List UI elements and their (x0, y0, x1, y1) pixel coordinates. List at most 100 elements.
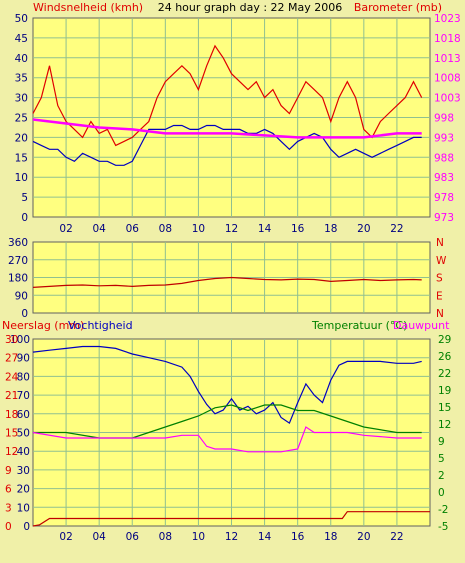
temperature-tick-label: 29 (438, 334, 451, 346)
x-tick-label: 22 (390, 223, 403, 235)
barometer-tick-label: 983 (434, 172, 454, 184)
x-tick-label: 10 (192, 531, 205, 543)
x-tick-label: 14 (258, 223, 272, 235)
wind-tick-label: 15 (15, 152, 28, 164)
wind-tick-label: 25 (15, 113, 28, 125)
wind-tick-label: 50 (15, 13, 28, 25)
dewpoint-axis-label: Dauwpunt (393, 319, 450, 332)
rain-axis-label: Neerslag (mm) (2, 319, 84, 332)
barometer-tick-label: 1003 (434, 93, 461, 105)
humidity-tick-label: 60 (17, 409, 30, 421)
compass-label: E (436, 290, 443, 302)
x-tick-label: 18 (324, 223, 337, 235)
direction-tick-label: 270 (8, 255, 28, 267)
barometer-axis-label: Barometer (mb) (354, 1, 442, 14)
x-tick-label: 16 (291, 223, 305, 235)
barometer-tick-label: 1023 (434, 13, 461, 25)
x-tick-label: 20 (357, 223, 370, 235)
humidity-tick-label: 40 (17, 446, 30, 458)
humidity-tick-label: 0 (23, 521, 30, 533)
wind-tick-label: 5 (21, 192, 28, 204)
temperature-tick-label: 22 (438, 368, 451, 380)
direction-tick-label: 360 (8, 237, 28, 249)
temperature-line (33, 404, 422, 439)
temperature-tick-label: 2 (438, 470, 445, 482)
wind-tick-label: 20 (15, 132, 28, 144)
wind-tick-label: 10 (15, 172, 28, 184)
x-tick-label: 02 (59, 223, 72, 235)
humidity-tick-label: 90 (17, 353, 30, 365)
humidity-tick-label: 10 (17, 502, 30, 514)
temperature-tick-label: -5 (438, 521, 448, 533)
x-tick-label: 08 (159, 223, 172, 235)
humidity-tick-label: 30 (17, 465, 30, 477)
wind-speed-line (32, 44, 423, 147)
direction-tick-label: 0 (21, 308, 28, 320)
compass-label: S (436, 273, 443, 285)
temperature-tick-label: 12 (438, 419, 451, 431)
x-tick-label: 16 (291, 531, 305, 543)
humidity-line (32, 345, 422, 425)
temperature-tick-label: -2 (438, 504, 448, 516)
rain-tick-label: 18 (5, 409, 18, 421)
temperature-tick-label: 0 (438, 487, 445, 499)
temperature-tick-label: 19 (438, 385, 451, 397)
barometer-tick-label: 993 (434, 132, 454, 144)
chart-marks: 0510152025303540455097397898398899399810… (5, 13, 461, 543)
direction-tick-label: 180 (8, 273, 28, 285)
barometer-tick-label: 978 (434, 192, 454, 204)
barometer-tick-label: 973 (434, 212, 454, 224)
compass-label: W (436, 255, 447, 267)
rain-tick-label: 9 (5, 465, 12, 477)
temperature-tick-label: 9 (438, 436, 445, 448)
x-tick-label: 04 (92, 223, 106, 235)
humidity-tick-label: 70 (17, 390, 30, 402)
rain-tick-label: 6 (5, 484, 12, 496)
temperature-tick-label: 15 (438, 402, 451, 414)
rain-tick-label: 15 (5, 428, 18, 440)
rain-tick-label: 0 (5, 521, 12, 533)
wind-tick-label: 0 (21, 212, 28, 224)
wind-average-line (32, 124, 422, 166)
barometer-tick-label: 1008 (434, 73, 461, 85)
wind-tick-label: 30 (15, 93, 28, 105)
x-tick-label: 22 (390, 531, 403, 543)
rain-tick-label: 30 (5, 334, 18, 346)
x-tick-label: 10 (192, 223, 205, 235)
wind-tick-label: 35 (15, 73, 28, 85)
rain-tick-label: 21 (5, 390, 18, 402)
x-tick-label: 04 (92, 531, 106, 543)
humidity-tick-label: 80 (17, 371, 30, 383)
x-tick-label: 12 (225, 223, 238, 235)
x-tick-label: 06 (126, 531, 140, 543)
temperature-tick-label: 5 (438, 453, 445, 465)
chart-title: 24 hour graph day : 22 May 2006 (158, 1, 343, 14)
rain-tick-label: 27 (5, 353, 18, 365)
x-tick-label: 14 (258, 531, 272, 543)
direction-tick-label: 90 (15, 290, 28, 302)
rain-tick-label: 3 (5, 502, 12, 514)
barometer-tick-label: 988 (434, 152, 454, 164)
wind-direction-line (32, 276, 422, 288)
barometer-tick-label: 1018 (434, 33, 461, 45)
x-tick-label: 06 (126, 223, 140, 235)
rain-tick-label: 24 (5, 371, 19, 383)
x-tick-label: 18 (324, 531, 337, 543)
temperature-axis-label: Temperatuur (°C) (311, 319, 407, 332)
wind-tick-label: 40 (15, 53, 28, 65)
x-tick-label: 08 (159, 531, 172, 543)
compass-label: N (436, 237, 444, 249)
x-tick-label: 20 (357, 531, 370, 543)
rain-tick-label: 12 (5, 446, 18, 458)
barometer-tick-label: 998 (434, 113, 454, 125)
temperature-tick-label: 26 (438, 351, 452, 363)
barometer-tick-label: 1013 (434, 53, 461, 65)
humidity-tick-label: 20 (17, 484, 30, 496)
dewpoint-line (32, 426, 422, 453)
wind-axis-label: Windsnelheid (kmh) (33, 1, 143, 14)
x-tick-label: 12 (225, 531, 238, 543)
x-tick-label: 02 (59, 531, 72, 543)
rain-line (32, 511, 430, 527)
